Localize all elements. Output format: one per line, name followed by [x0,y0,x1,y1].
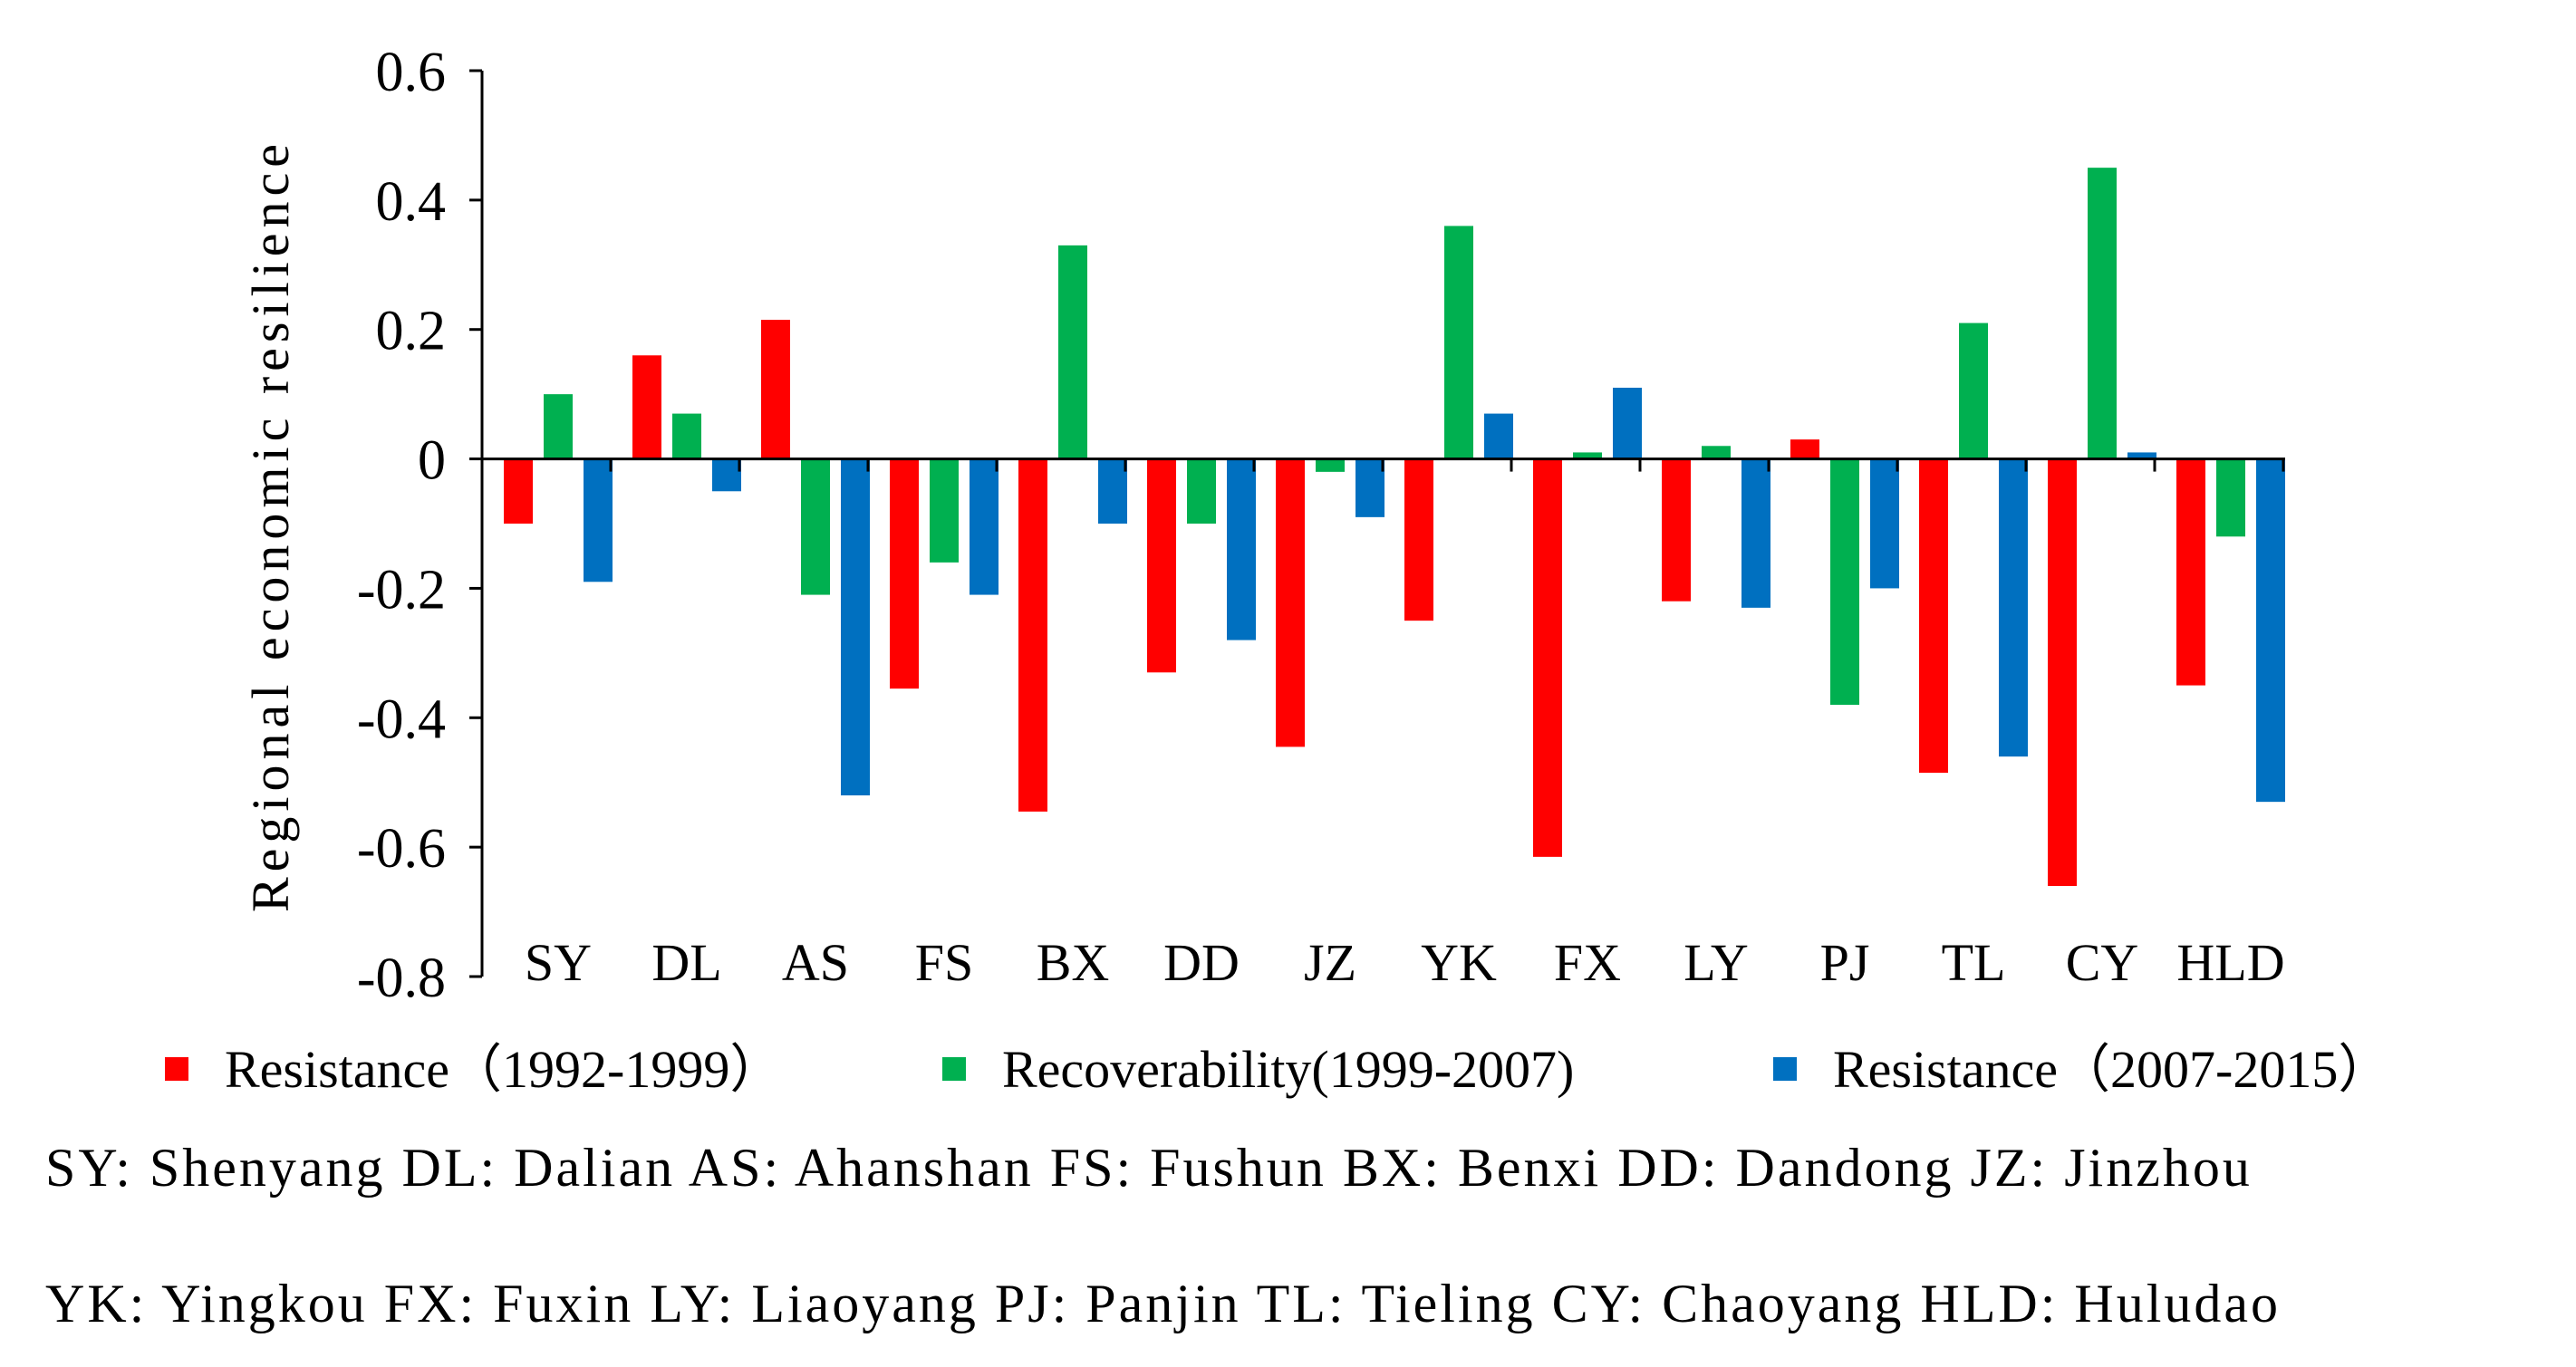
category-label-fx: FX [1554,933,1621,992]
bar-bx-series-1 [1018,458,1047,812]
bar-fx-series-2 [1573,452,1602,459]
y-tick-label: -0.8 [357,948,446,1009]
y-tick-label: -0.4 [357,688,446,750]
bar-dd-series-3 [1227,458,1256,640]
bar-as-series-2 [801,458,830,595]
bar-as-series-1 [761,320,790,459]
category-label-dd: DD [1163,933,1240,992]
category-label-hld: HLD [2176,933,2284,992]
abbreviation-line-2: YK: Yingkou FX: Fuxin LY: Liaoyang PJ: P… [45,1274,2282,1333]
bar-hld-series-1 [2176,458,2205,686]
category-label-dl: DL [651,933,721,992]
bar-ly-series-2 [1702,446,1731,459]
bar-sy-series-3 [584,458,613,582]
category-label-yk: YK [1421,933,1497,992]
bar-jz-series-1 [1276,458,1305,747]
category-label-sy: SY [525,933,592,992]
category-label-bx: BX [1037,933,1110,992]
bar-cy-series-3 [2127,452,2156,459]
bar-fs-series-1 [890,458,919,689]
bar-hld-series-2 [2216,458,2245,537]
bar-dl-series-2 [672,413,701,459]
legend-swatch-3 [1773,1057,1797,1081]
bar-jz-series-3 [1356,458,1384,517]
y-tick-label: 0.4 [376,171,447,233]
bar-yk-series-2 [1444,226,1473,459]
y-tick-label: -0.6 [357,818,446,880]
bar-fx-series-1 [1533,458,1562,857]
bar-ly-series-3 [1741,458,1770,608]
y-tick-label: 0.2 [376,301,447,362]
bar-sy-series-1 [504,458,533,524]
bar-as-series-3 [841,458,870,795]
category-label-jz: JZ [1304,933,1356,992]
legend-swatch-2 [942,1057,966,1081]
legend-label-2: Recoverability(1999-2007) [1002,1040,1574,1099]
category-label-pj: PJ [1820,933,1870,992]
bar-pj-series-3 [1870,458,1899,589]
bar-yk-series-1 [1404,458,1433,621]
bar-fs-series-2 [930,458,959,563]
bar-fx-series-3 [1613,388,1642,459]
bar-fs-series-3 [970,458,999,595]
y-axis-label: Regional economic resilience [241,139,300,912]
category-labels: SY DL AS FS BX DD JZ YK FX LY PJ TL CY HLD [525,933,2285,992]
legend-swatch-1 [165,1057,188,1081]
legend-label-3: Resistance（2007-2015） [1833,1040,2390,1099]
bar-pj-series-1 [1790,439,1819,459]
category-label-cy: CY [2066,933,2139,992]
bar-dd-series-1 [1147,458,1176,673]
bar-cy-series-2 [2088,168,2117,459]
category-label-tl: TL [1942,933,2006,992]
zero-line [480,457,2285,472]
bar-tl-series-1 [1919,458,1948,773]
legend-label-1: Resistance（1992-1999） [225,1040,782,1099]
bar-yk-series-3 [1484,413,1513,459]
bars-group [504,168,2285,886]
bar-dd-series-2 [1187,458,1216,524]
y-tick-label: 0 [418,430,446,492]
bar-bx-series-2 [1058,245,1087,459]
y-axis: 0.6 0.4 0.2 0 -0.2 -0.4 -0.6 -0.8 [357,42,484,1009]
bar-bx-series-3 [1098,458,1127,524]
legend: Resistance（1992-1999） Recoverability(1999… [165,1040,2390,1099]
bar-sy-series-2 [544,394,573,459]
bar-dl-series-3 [712,458,741,492]
category-label-ly: LY [1684,933,1749,992]
y-tick-label: -0.2 [357,559,446,621]
bar-pj-series-2 [1830,458,1859,705]
bar-tl-series-3 [1999,458,2028,757]
y-tick-label: 0.6 [376,42,447,103]
bar-ly-series-1 [1662,458,1691,602]
bar-hld-series-3 [2256,458,2285,803]
category-label-as: AS [782,933,849,992]
bar-dl-series-1 [632,355,661,459]
category-label-fs: FS [915,933,974,992]
bar-cy-series-1 [2048,458,2077,886]
bar-jz-series-2 [1316,458,1345,472]
abbreviation-line-1: SY: Shenyang DL: Dalian AS: Ahanshan FS:… [45,1138,2253,1198]
bar-tl-series-2 [1959,322,1988,459]
